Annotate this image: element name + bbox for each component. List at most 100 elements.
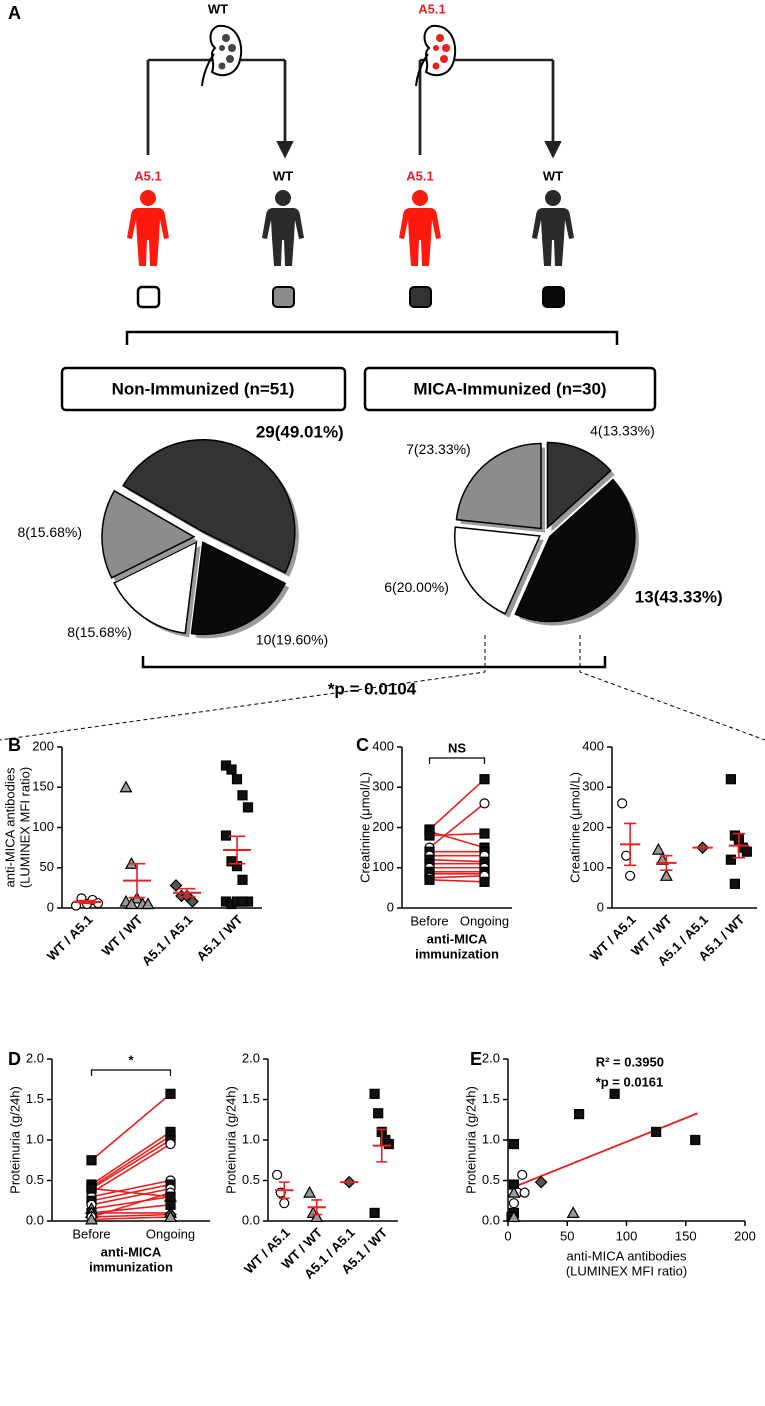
marker	[141, 897, 155, 910]
marker	[609, 1088, 620, 1099]
slice	[454, 526, 541, 615]
y-tick-label: 1.0	[26, 1131, 44, 1146]
y-tick-label: 200	[582, 819, 604, 834]
pair-line	[91, 1191, 171, 1218]
marker	[373, 1108, 384, 1119]
pair-line	[429, 830, 485, 849]
pair-line	[91, 1179, 171, 1198]
group-swatch	[542, 286, 565, 308]
error-bar	[78, 899, 96, 905]
y-tick-label: 400	[582, 738, 604, 753]
pair-line	[428, 802, 486, 849]
x-tick-label: 150	[675, 1228, 697, 1243]
marker	[655, 852, 669, 865]
y-tick-label: 0.5	[26, 1172, 44, 1187]
y-tick-label: 1.5	[482, 1091, 500, 1106]
error-bar	[732, 832, 745, 859]
marker	[725, 854, 737, 865]
y-tick-label: 2.0	[242, 1050, 260, 1065]
x-tick-label: A5.1 / WT	[194, 912, 246, 964]
y-tick-label: 1.5	[242, 1091, 260, 1106]
slice-label: 10(19.60%)	[256, 632, 328, 648]
panel-label: D	[8, 1049, 21, 1069]
y-tick-label: 2.0	[26, 1050, 44, 1065]
x-tick-label: WT / WT	[99, 912, 146, 959]
pair-line	[90, 1093, 172, 1161]
y-tick-label: 1.0	[242, 1131, 260, 1146]
marker	[424, 830, 435, 841]
slice-label: 13(43.33%)	[635, 588, 723, 607]
marker	[508, 1198, 520, 1209]
marker	[237, 896, 248, 907]
slice-label: 8(15.68%)	[17, 524, 82, 540]
slice	[546, 441, 612, 530]
recipient-label: WT	[273, 168, 293, 183]
zoom-lines	[0, 635, 765, 741]
marker	[479, 828, 490, 839]
marker	[519, 1187, 530, 1198]
marker	[86, 1155, 97, 1166]
y-axis-label: Creatinine (μmol/L)	[567, 772, 582, 883]
marker	[163, 1210, 178, 1223]
error-bar	[624, 822, 637, 867]
annotation: *	[128, 1052, 134, 1067]
y-tick-label: 1.0	[482, 1131, 500, 1146]
marker	[566, 1206, 580, 1218]
slice	[455, 442, 542, 530]
pair-line	[429, 858, 485, 863]
group-box	[60, 366, 347, 412]
error-bar	[228, 835, 246, 865]
x-tick-label: WT / A5.1	[587, 912, 639, 964]
x-axis-label: immunization	[415, 946, 499, 961]
marker	[310, 1210, 324, 1223]
marker	[165, 1088, 176, 1099]
x-tick-label: 50	[560, 1228, 574, 1243]
marker	[617, 798, 628, 809]
y-tick-label: 100	[582, 859, 604, 874]
marker	[508, 1138, 520, 1150]
recipient	[399, 190, 441, 266]
y-tick-label: 0	[387, 899, 394, 914]
marker	[725, 774, 737, 785]
recipient-label: WT	[543, 168, 563, 183]
y-tick-label: 400	[372, 738, 394, 753]
panel-label: E	[470, 1049, 482, 1069]
x-tick-label: 100	[616, 1228, 638, 1243]
marker	[424, 874, 435, 885]
slice	[190, 541, 287, 635]
slice	[514, 478, 636, 623]
marker	[383, 1138, 394, 1150]
pair-line	[91, 1135, 171, 1188]
x-tick-label: WT / A5.1	[44, 912, 96, 964]
group-swatch	[409, 286, 432, 308]
panel-label: C	[356, 735, 369, 755]
pair-line	[91, 1195, 171, 1210]
marker	[226, 764, 237, 775]
error-bar	[660, 854, 673, 871]
y-tick-label: 150	[32, 779, 54, 794]
marker	[507, 1185, 521, 1198]
x-axis-label: anti-MICA	[101, 1244, 162, 1259]
marker	[231, 774, 243, 785]
error-bar	[128, 862, 146, 899]
y-tick-label: 200	[32, 738, 54, 753]
x-tick-label: 200	[734, 1228, 756, 1243]
slice-label: 6(20.00%)	[384, 579, 449, 595]
arrow-heads	[146, 60, 285, 155]
fit-line	[513, 1112, 698, 1188]
x-axis-label: anti-MICA antibodies	[567, 1248, 687, 1263]
marker	[279, 1198, 290, 1209]
y-tick-label: 300	[372, 779, 394, 794]
arrow-heads	[418, 60, 553, 155]
x-axis-label: anti-MICA	[427, 931, 488, 946]
pair-line	[91, 1216, 171, 1221]
group-swatch	[136, 285, 161, 309]
y-tick-label: 50	[40, 859, 54, 874]
y-axis-label: anti-MICA antibodies	[2, 767, 17, 887]
marker	[369, 1207, 380, 1219]
y-tick-label: 0.0	[242, 1212, 260, 1227]
marker	[651, 842, 665, 855]
panel-label: B	[8, 735, 21, 755]
slice-label: 29(49.01%)	[256, 423, 344, 442]
pair-line	[91, 1204, 171, 1214]
